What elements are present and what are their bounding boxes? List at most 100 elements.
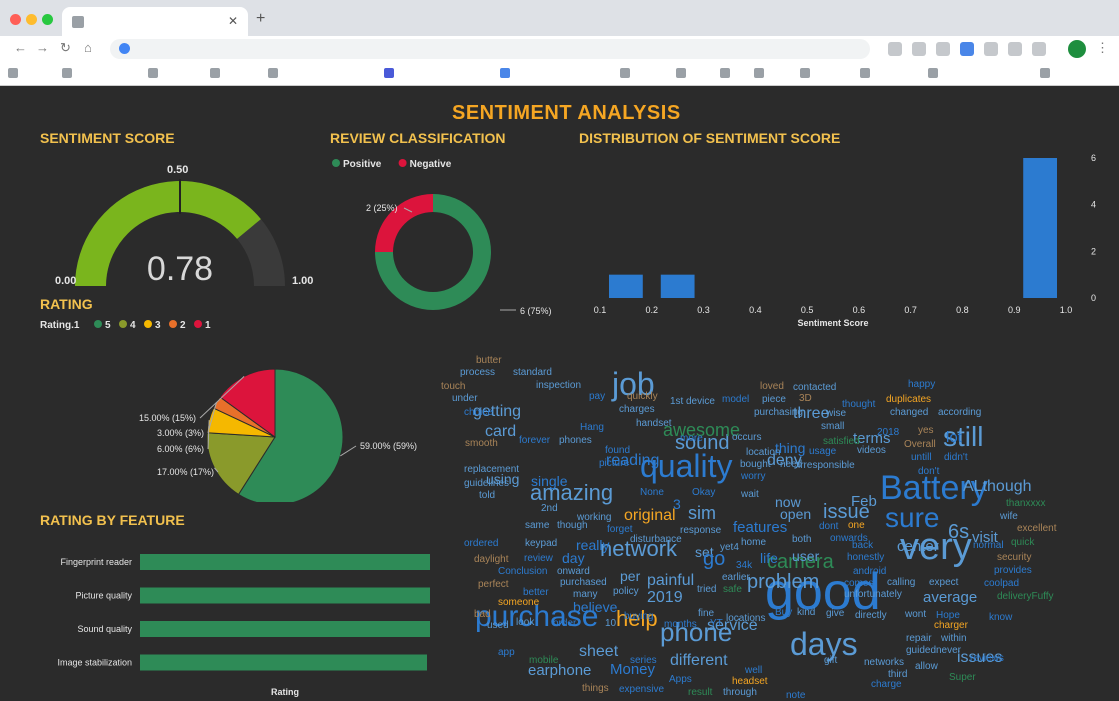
word-cloud-word: open bbox=[780, 505, 812, 522]
reload-icon[interactable]: ↻ bbox=[60, 40, 71, 55]
word-cloud-word: note bbox=[786, 690, 806, 701]
word-cloud-word: coolpad bbox=[984, 578, 1020, 589]
bookmark-item[interactable] bbox=[62, 68, 75, 80]
bookmark-item[interactable] bbox=[860, 68, 873, 80]
browser-tab[interactable]: ✕ bbox=[62, 7, 248, 36]
bookmark-item[interactable] bbox=[720, 68, 733, 80]
word-cloud-word: visit bbox=[972, 529, 998, 546]
extension-icon[interactable] bbox=[936, 42, 950, 56]
word-cloud-word: buying bbox=[624, 611, 654, 622]
review-donut-chart: Positive Negative 2 (25%) 6 (75%) bbox=[332, 159, 552, 316]
feature-bar bbox=[140, 587, 430, 604]
profile-avatar[interactable] bbox=[1068, 40, 1086, 58]
bookmark-item[interactable] bbox=[268, 68, 281, 80]
donut-slice-negative bbox=[375, 194, 433, 252]
bookmark-item[interactable] bbox=[8, 68, 21, 80]
forward-icon[interactable]: → bbox=[36, 40, 49, 55]
bookmark-item[interactable] bbox=[754, 68, 767, 80]
word-cloud-word: very bbox=[900, 525, 972, 568]
word-cloud-word: phone bbox=[660, 617, 733, 648]
word-cloud-word: inspection bbox=[536, 380, 582, 391]
sentiment-score-heading: SENTIMENT SCORE bbox=[40, 130, 175, 146]
word-cloud-word: process bbox=[460, 367, 496, 378]
legend-rating-1: 1 bbox=[205, 320, 211, 331]
x-axis-label: Rating bbox=[271, 687, 299, 697]
word-cloud-word: original bbox=[624, 507, 676, 525]
word-cloud-word: forever bbox=[519, 435, 551, 446]
word-cloud-word: excellent bbox=[1017, 523, 1057, 534]
word-cloud-word: handset bbox=[636, 418, 672, 429]
word-cloud-word: used bbox=[487, 620, 509, 631]
bookmark-item[interactable] bbox=[384, 68, 397, 80]
address-bar[interactable] bbox=[110, 39, 870, 59]
word-cloud-word: using bbox=[486, 470, 520, 487]
legend-rating-3: 3 bbox=[155, 320, 161, 331]
donut-slice-positive bbox=[375, 194, 491, 310]
word-cloud-word: tried bbox=[697, 584, 717, 595]
new-tab-icon[interactable]: + bbox=[256, 10, 266, 27]
word-cloud-word: phones bbox=[559, 435, 592, 446]
word-cloud-word: well bbox=[745, 665, 763, 676]
word-cloud-word: don't bbox=[918, 466, 940, 477]
close-window-icon[interactable] bbox=[10, 14, 21, 25]
word-cloud-word: thought bbox=[842, 399, 876, 410]
rating-pie-chart: Rating.1 5 4 3 2 1 59.00% (59%) 17.00% (17%) 6.0… bbox=[40, 320, 417, 502]
bookmark-item[interactable] bbox=[1040, 68, 1053, 80]
word-cloud-word: reading bbox=[606, 452, 660, 470]
bookmark-item[interactable] bbox=[500, 68, 513, 80]
extension-icon[interactable] bbox=[1008, 42, 1022, 56]
donut-label-negative: 2 (25%) bbox=[366, 203, 398, 213]
word-cloud-word: bad bbox=[474, 609, 491, 620]
bookmark-item[interactable] bbox=[620, 68, 633, 80]
word-cloud-word: None bbox=[640, 487, 664, 498]
x-tick-label: 0.9 bbox=[1008, 305, 1021, 315]
histogram-bar bbox=[660, 274, 695, 298]
back-icon[interactable]: ← bbox=[14, 40, 27, 55]
word-cloud: good very Battery job quality days purchase sur… bbox=[430, 336, 1070, 701]
word-cloud-word: usage bbox=[809, 446, 837, 457]
bookmark-item[interactable] bbox=[676, 68, 689, 80]
word-cloud-word: dont bbox=[819, 521, 839, 532]
close-tab-icon[interactable]: ✕ bbox=[227, 14, 238, 28]
dashboard-title: SENTIMENT ANALYSIS bbox=[452, 102, 681, 124]
extension-icon[interactable] bbox=[912, 42, 926, 56]
rating-by-feature-chart: Fingerprint reader4.3Picture quality4.3S… bbox=[57, 554, 430, 697]
extension-icon[interactable] bbox=[960, 42, 974, 56]
bookmark-item[interactable] bbox=[928, 68, 941, 80]
word-cloud-word: android bbox=[853, 566, 887, 577]
word-cloud-word: order bbox=[553, 618, 577, 629]
legend-rating-2: 2 bbox=[180, 320, 186, 331]
menu-icon[interactable]: ⋮ bbox=[1096, 40, 1109, 55]
legend-dot bbox=[398, 159, 407, 167]
word-cloud-word: series bbox=[630, 655, 657, 666]
extension-icon[interactable] bbox=[888, 42, 902, 56]
word-cloud-word: duplicates bbox=[886, 394, 932, 405]
histogram-bar bbox=[609, 274, 643, 298]
tab-strip: ✕ + bbox=[0, 0, 1119, 36]
word-cloud-word: Hope bbox=[936, 610, 960, 621]
home-icon[interactable]: ⌂ bbox=[84, 40, 92, 55]
legend-dot bbox=[169, 320, 177, 328]
extension-icon[interactable] bbox=[984, 42, 998, 56]
bookmark-item[interactable] bbox=[800, 68, 813, 80]
word-cloud-word: yes bbox=[918, 425, 934, 436]
minimize-window-icon[interactable] bbox=[26, 14, 37, 25]
word-cloud-word: sim bbox=[688, 502, 716, 523]
extension-icon[interactable] bbox=[1032, 42, 1046, 56]
word-cloud-word: small bbox=[821, 421, 845, 432]
word-cloud-word: provides bbox=[994, 565, 1032, 576]
donut-label-positive: 6 (75%) bbox=[520, 306, 552, 316]
y-tick-label: 0 bbox=[1091, 293, 1096, 303]
donut-leader-negative bbox=[403, 207, 413, 213]
word-cloud-word: days bbox=[790, 626, 858, 663]
maximize-window-icon[interactable] bbox=[42, 14, 53, 25]
bookmark-item[interactable] bbox=[148, 68, 161, 80]
word-cloud-word: Battery bbox=[880, 468, 988, 507]
bookmark-item[interactable] bbox=[210, 68, 223, 80]
word-cloud-word: quickly bbox=[627, 391, 658, 402]
word-cloud-word: onward bbox=[557, 566, 590, 577]
word-cloud-word: told bbox=[479, 490, 496, 501]
feature-bar bbox=[140, 621, 430, 637]
sentiment-distribution-chart: 0.1 0.2 0.3 0.4 0.5 0.6 0.7 0.8 0.9 1.0 0 2 4 6 Sentim… bbox=[594, 153, 1096, 328]
word-cloud-word: locations bbox=[726, 613, 766, 624]
